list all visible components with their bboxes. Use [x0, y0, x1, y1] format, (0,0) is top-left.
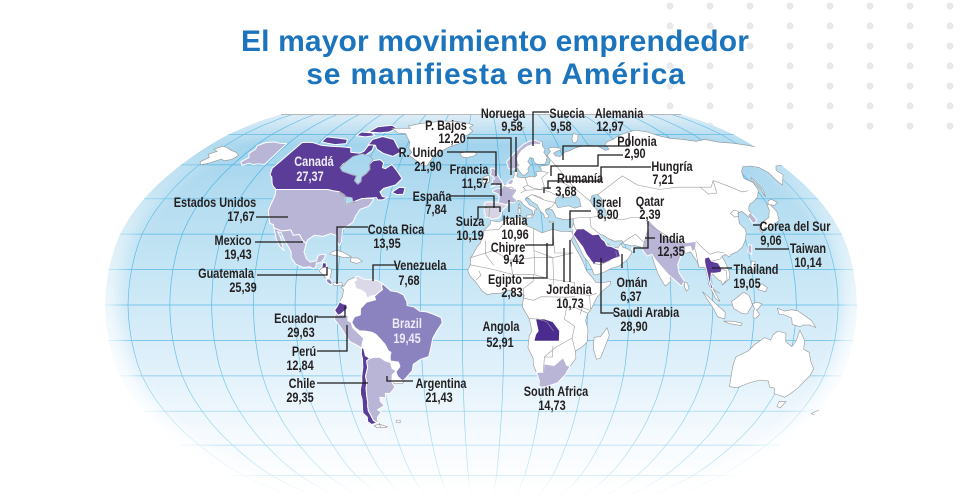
svg-text:14,73: 14,73: [538, 398, 565, 414]
svg-text:3,68: 3,68: [555, 184, 576, 200]
svg-text:10,73: 10,73: [556, 296, 583, 312]
svg-text:9,58: 9,58: [501, 119, 522, 135]
svg-text:Rumanía: Rumanía: [557, 171, 604, 187]
svg-text:Thailand: Thailand: [734, 262, 779, 278]
svg-text:Chipre: Chipre: [491, 240, 526, 256]
svg-text:Chile: Chile: [289, 376, 316, 392]
svg-text:2,39: 2,39: [639, 207, 660, 223]
svg-text:Venezuela: Venezuela: [394, 258, 448, 274]
svg-text:2,90: 2,90: [624, 146, 645, 162]
svg-text:27,37: 27,37: [296, 169, 323, 185]
svg-text:10,19: 10,19: [456, 228, 483, 244]
svg-text:El mayor movimiento emprendedo: El mayor movimiento emprendedor: [241, 25, 749, 58]
svg-text:P. Bajos: P. Bajos: [425, 118, 467, 134]
svg-text:Alemania: Alemania: [595, 106, 644, 122]
svg-text:Qatar: Qatar: [636, 194, 665, 210]
svg-text:7,68: 7,68: [398, 273, 419, 289]
svg-text:se manifiesta en América: se manifiesta en América: [306, 58, 685, 91]
svg-text:7,84: 7,84: [425, 202, 446, 218]
svg-text:Canadá: Canadá: [294, 154, 334, 170]
svg-text:17,67: 17,67: [227, 209, 254, 225]
svg-text:8,90: 8,90: [597, 207, 618, 223]
svg-text:Omán: Omán: [617, 275, 648, 291]
svg-text:29,35: 29,35: [286, 390, 313, 406]
svg-text:9,58: 9,58: [550, 119, 571, 135]
svg-text:Suiza: Suiza: [456, 214, 485, 230]
svg-text:Saudi Arabia: Saudi Arabia: [613, 305, 680, 321]
svg-text:2,83: 2,83: [501, 285, 522, 301]
svg-text:Estados Unidos: Estados Unidos: [174, 195, 256, 211]
svg-text:7,21: 7,21: [652, 172, 673, 188]
svg-text:Jordania: Jordania: [546, 282, 592, 298]
svg-text:Perú: Perú: [292, 344, 316, 360]
svg-text:Angola: Angola: [483, 319, 521, 335]
svg-text:Guatemala: Guatemala: [198, 266, 255, 282]
svg-text:India: India: [659, 231, 685, 247]
svg-text:9,42: 9,42: [503, 252, 524, 268]
svg-text:29,63: 29,63: [287, 325, 314, 341]
svg-text:19,45: 19,45: [393, 331, 420, 347]
svg-text:Brazil: Brazil: [392, 316, 422, 332]
svg-text:19,05: 19,05: [733, 276, 760, 292]
svg-text:R. Unido: R. Unido: [399, 145, 444, 161]
svg-text:6,37: 6,37: [620, 289, 641, 305]
svg-text:South Africa: South Africa: [524, 384, 589, 400]
svg-text:28,90: 28,90: [620, 319, 647, 335]
svg-text:Polonia: Polonia: [617, 134, 657, 150]
svg-text:13,95: 13,95: [373, 236, 400, 252]
svg-text:21,43: 21,43: [425, 390, 452, 406]
svg-text:Costa Rica: Costa Rica: [368, 222, 425, 238]
svg-text:52,91: 52,91: [486, 335, 513, 351]
svg-text:12,97: 12,97: [596, 119, 623, 135]
svg-text:Israel: Israel: [593, 195, 622, 211]
svg-text:Egipto: Egipto: [488, 272, 522, 288]
svg-text:Mexico: Mexico: [214, 233, 251, 249]
svg-text:25,39: 25,39: [229, 280, 256, 296]
svg-text:12,35: 12,35: [657, 244, 684, 260]
svg-text:Hungría: Hungría: [651, 159, 693, 175]
svg-text:Corea del Sur: Corea del Sur: [760, 219, 831, 235]
svg-text:Suecia: Suecia: [549, 106, 585, 122]
svg-text:Argentina: Argentina: [416, 376, 468, 392]
svg-text:España: España: [413, 189, 453, 205]
svg-text:Francia: Francia: [450, 162, 490, 178]
svg-text:21,90: 21,90: [414, 159, 441, 175]
svg-text:10,96: 10,96: [501, 227, 528, 243]
svg-text:Noruega: Noruega: [481, 106, 526, 122]
svg-text:12,20: 12,20: [438, 131, 465, 147]
svg-text:9,06: 9,06: [760, 233, 781, 249]
svg-text:Ecuador: Ecuador: [274, 311, 318, 327]
svg-text:10,14: 10,14: [794, 255, 821, 271]
svg-text:Taiwan: Taiwan: [790, 241, 826, 257]
svg-text:Italia: Italia: [503, 213, 529, 229]
svg-text:19,43: 19,43: [224, 247, 251, 263]
svg-text:12,84: 12,84: [286, 358, 313, 374]
svg-text:11,57: 11,57: [462, 176, 489, 192]
